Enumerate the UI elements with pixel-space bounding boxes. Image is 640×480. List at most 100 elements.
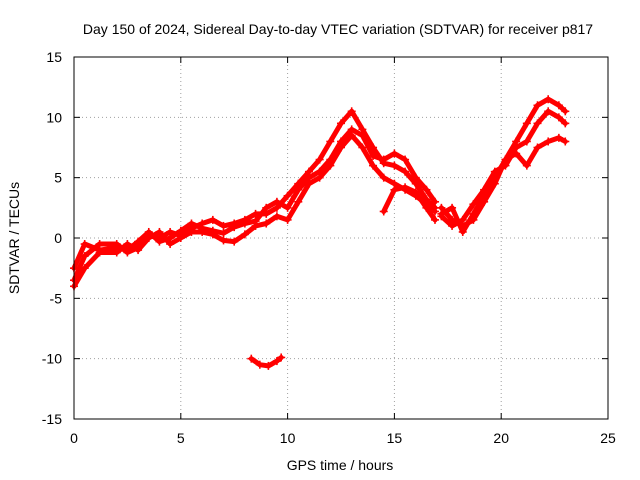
data-point	[198, 227, 207, 236]
data-point	[176, 226, 185, 235]
data-point	[240, 230, 249, 239]
data-point	[561, 107, 570, 116]
data-point	[390, 161, 399, 170]
data-point	[155, 237, 164, 246]
data-point	[411, 188, 420, 197]
series-line	[438, 135, 568, 235]
data-point	[379, 155, 388, 164]
series-line	[71, 132, 438, 289]
series-line	[438, 108, 568, 229]
y-tick-label: 0	[54, 230, 62, 246]
data-point	[469, 209, 478, 218]
data-point	[430, 197, 439, 206]
data-point	[561, 137, 570, 146]
data-point	[533, 101, 542, 110]
data-point	[251, 221, 260, 230]
y-tick-label: 10	[46, 109, 62, 125]
data-point	[401, 183, 410, 192]
data-point	[522, 119, 531, 128]
data-point	[554, 101, 563, 110]
data-point	[219, 229, 228, 238]
data-point	[490, 173, 499, 182]
data-point	[187, 219, 196, 228]
data-point	[272, 197, 281, 206]
x-tick-label: 25	[600, 430, 616, 446]
data-point	[112, 248, 121, 257]
data-point	[554, 113, 563, 122]
data-point	[230, 237, 239, 246]
data-point	[166, 240, 175, 249]
series-line	[71, 126, 438, 271]
data-point	[262, 203, 271, 212]
data-point	[272, 212, 281, 221]
data-point	[401, 155, 410, 164]
data-point	[448, 203, 457, 212]
data-point	[95, 248, 104, 257]
data-point	[80, 240, 89, 249]
data-point	[315, 155, 324, 164]
data-point	[544, 107, 553, 116]
data-point	[390, 185, 399, 194]
data-point	[155, 227, 164, 236]
data-point	[230, 223, 239, 232]
data-point	[187, 227, 196, 236]
y-tick-label: -10	[42, 351, 62, 367]
data-point	[533, 143, 542, 152]
data-point	[358, 131, 367, 140]
data-point	[422, 203, 431, 212]
data-point	[283, 215, 292, 224]
data-point	[369, 151, 378, 160]
data-point	[262, 219, 271, 228]
data-point	[347, 131, 356, 140]
data-point	[480, 191, 489, 200]
y-tick-label: 5	[54, 170, 62, 186]
data-point	[522, 137, 531, 146]
data-point	[326, 161, 335, 170]
data-point	[80, 264, 89, 273]
y-tick-label: -5	[50, 290, 63, 306]
data-point	[304, 179, 313, 188]
data-point	[134, 246, 143, 255]
data-point	[272, 357, 281, 366]
data-point	[337, 143, 345, 152]
data-point	[123, 240, 132, 249]
data-point	[430, 207, 439, 216]
data-point	[219, 236, 228, 245]
y-tick-label: -15	[42, 411, 62, 427]
data-point	[283, 203, 292, 212]
data-point	[255, 360, 264, 369]
data-point	[326, 137, 335, 146]
data-point	[134, 237, 143, 246]
y-tick-label: 15	[46, 49, 62, 65]
data-point	[533, 119, 542, 128]
data-point	[448, 221, 457, 230]
data-point	[512, 149, 521, 158]
y-axis-label: SDTVAR / TECUs	[6, 182, 22, 294]
x-axis-label: GPS time / hours	[287, 457, 394, 473]
data-point	[358, 143, 367, 152]
data-point	[176, 234, 185, 242]
data-point	[315, 173, 324, 182]
data-point	[411, 173, 420, 182]
data-point	[347, 107, 356, 116]
data-point	[208, 215, 217, 224]
data-point	[544, 137, 553, 146]
data-series	[70, 95, 570, 370]
data-point	[469, 200, 478, 209]
data-point	[219, 221, 228, 230]
axis-ticks	[73, 56, 609, 420]
data-point	[277, 353, 286, 362]
chart-title: Day 150 of 2024, Sidereal Day-to-day VTE…	[83, 21, 593, 37]
data-point	[458, 227, 467, 236]
x-tick-label: 0	[70, 430, 78, 446]
data-point	[283, 191, 292, 200]
x-tick-label: 20	[493, 430, 509, 446]
data-point	[369, 161, 378, 170]
x-tick-label: 10	[280, 430, 296, 446]
data-point	[240, 219, 249, 228]
data-point	[208, 230, 217, 239]
data-point	[544, 95, 553, 104]
data-point	[294, 197, 303, 206]
data-point	[390, 149, 399, 158]
